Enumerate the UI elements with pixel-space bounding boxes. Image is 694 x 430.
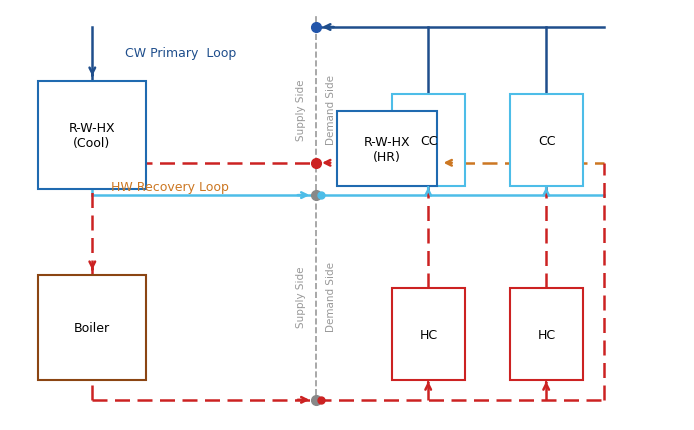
Bar — [392, 288, 465, 381]
Text: CC: CC — [538, 134, 555, 147]
Text: Supply Side: Supply Side — [296, 266, 305, 327]
Text: R-W-HX
(HR): R-W-HX (HR) — [364, 135, 410, 163]
Text: HC: HC — [537, 328, 556, 341]
Text: CC: CC — [420, 134, 437, 147]
Text: CW Primary  Loop: CW Primary Loop — [125, 47, 236, 60]
Text: HC: HC — [419, 328, 438, 341]
Text: Demand Side: Demand Side — [326, 75, 336, 144]
Bar — [38, 82, 146, 189]
Bar — [38, 275, 146, 381]
Bar — [510, 288, 583, 381]
Bar — [337, 112, 437, 187]
Bar — [510, 95, 583, 187]
Text: R-W-HX
(Cool): R-W-HX (Cool) — [69, 122, 115, 149]
Text: Boiler: Boiler — [74, 321, 110, 335]
Text: Supply Side: Supply Side — [296, 79, 305, 140]
Bar — [392, 95, 465, 187]
Text: HW Recovery Loop: HW Recovery Loop — [111, 181, 229, 194]
Text: Demand Side: Demand Side — [326, 262, 336, 332]
